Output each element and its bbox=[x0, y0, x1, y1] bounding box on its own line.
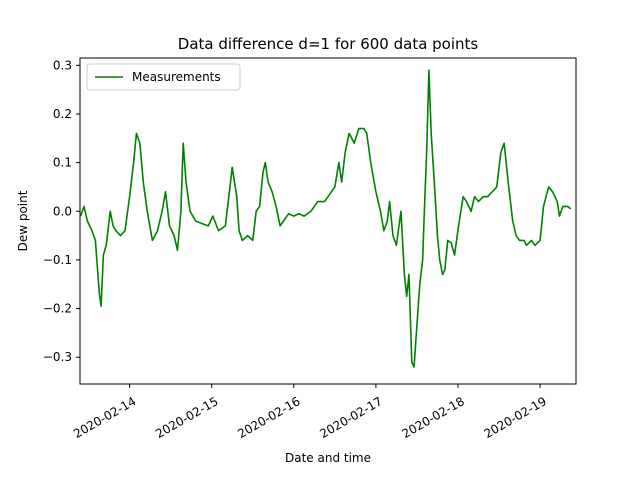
y-axis-ticks: −0.3 −0.2 −0.1 0.0 0.1 0.2 0.3 bbox=[43, 58, 80, 364]
y-tick-label: −0.2 bbox=[43, 302, 72, 316]
y-tick-label: 0.3 bbox=[53, 58, 72, 72]
y-tick-label: −0.3 bbox=[43, 350, 72, 364]
y-tick-label: −0.1 bbox=[43, 253, 72, 267]
series-line-measurements bbox=[79, 69, 572, 368]
legend-box bbox=[86, 63, 241, 91]
plot-area bbox=[80, 58, 576, 384]
x-axis-label: Date and time bbox=[285, 451, 371, 465]
legend: Measurements bbox=[86, 63, 241, 91]
y-tick-label: 0.0 bbox=[53, 204, 72, 218]
y-tick-label: 0.1 bbox=[53, 156, 72, 170]
chart-title: Data difference d=1 for 600 data points bbox=[178, 35, 479, 53]
y-axis-label: Dew point bbox=[16, 190, 30, 251]
legend-label: Measurements bbox=[132, 70, 221, 84]
plot-frame bbox=[79, 57, 577, 385]
y-tick-label: 0.2 bbox=[53, 107, 72, 121]
series-layer bbox=[79, 69, 572, 368]
